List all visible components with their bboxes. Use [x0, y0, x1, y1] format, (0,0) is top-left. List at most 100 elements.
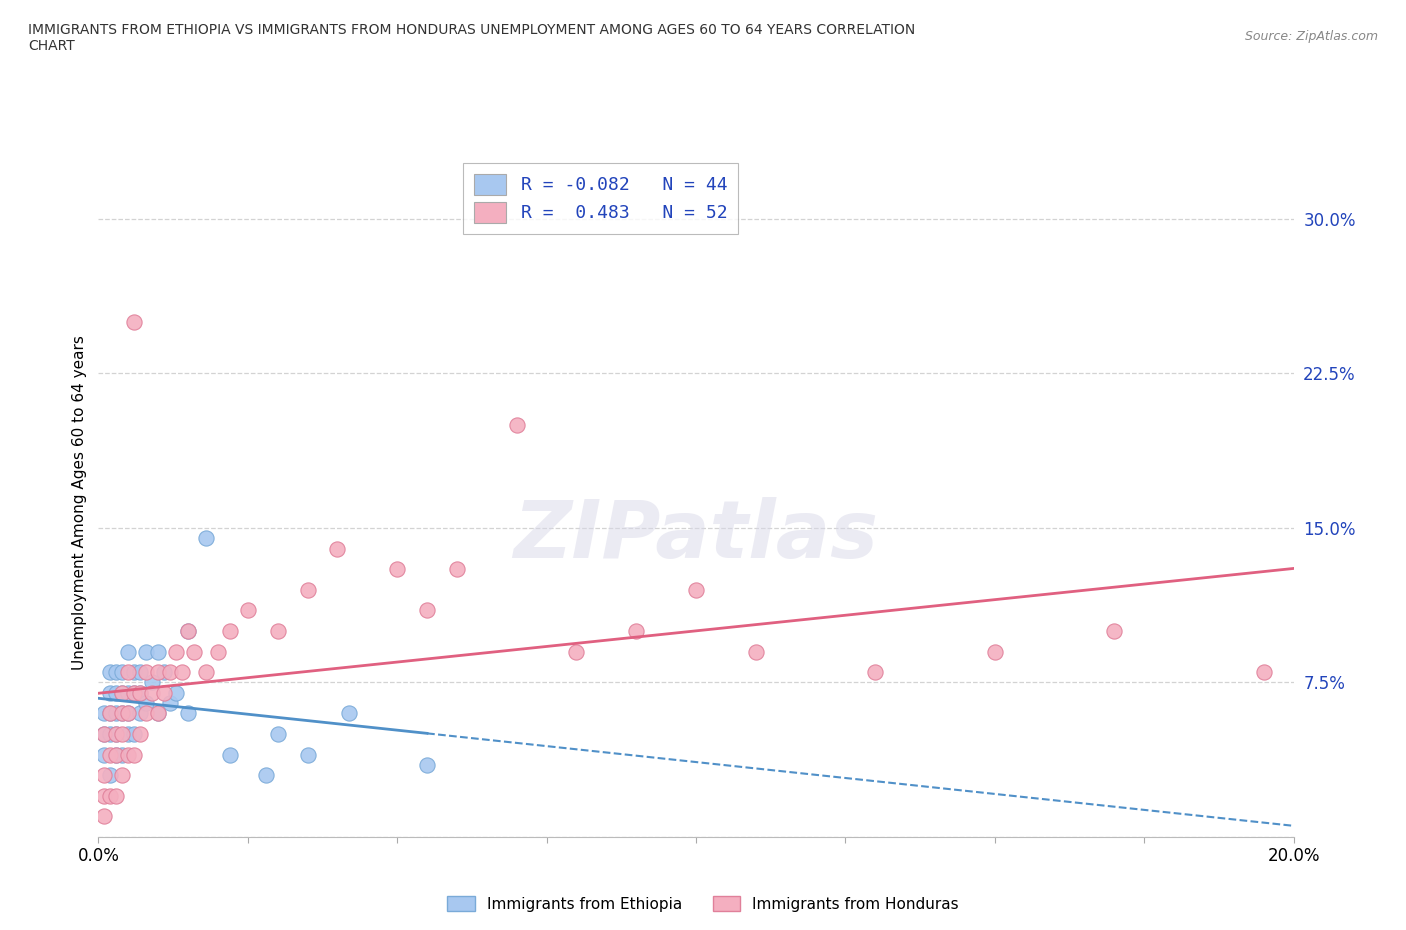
Point: [124, 665, 146, 680]
Point: [267, 726, 290, 741]
Point: [124, 685, 146, 700]
Point: [194, 665, 218, 680]
Point: [98, 726, 122, 741]
Point: [207, 644, 229, 659]
Legend: Immigrants from Ethiopia, Immigrants from Honduras: Immigrants from Ethiopia, Immigrants fro…: [441, 889, 965, 918]
Point: [135, 706, 157, 721]
Point: [111, 747, 134, 762]
Point: [93, 809, 115, 824]
Point: [105, 789, 128, 804]
Point: [124, 314, 146, 329]
Point: [93, 768, 115, 783]
Point: [685, 582, 707, 597]
Point: [98, 789, 122, 804]
Text: Source: ZipAtlas.com: Source: ZipAtlas.com: [1244, 30, 1378, 43]
Point: [98, 747, 122, 762]
Point: [117, 726, 139, 741]
Point: [177, 706, 200, 721]
Point: [148, 665, 170, 680]
Point: [983, 644, 1005, 659]
Point: [129, 706, 152, 721]
Point: [98, 768, 122, 783]
Legend: R = -0.082   N = 44, R =  0.483   N = 52: R = -0.082 N = 44, R = 0.483 N = 52: [463, 163, 738, 233]
Point: [117, 644, 139, 659]
Point: [159, 665, 181, 680]
Point: [105, 706, 128, 721]
Point: [236, 603, 259, 618]
Point: [117, 706, 139, 721]
Point: [105, 685, 128, 700]
Point: [165, 685, 187, 700]
Point: [117, 685, 139, 700]
Point: [111, 665, 134, 680]
Point: [98, 706, 122, 721]
Point: [105, 665, 128, 680]
Point: [148, 706, 170, 721]
Point: [177, 623, 200, 638]
Point: [98, 665, 122, 680]
Point: [506, 418, 529, 432]
Point: [446, 562, 468, 577]
Point: [129, 685, 152, 700]
Point: [254, 768, 277, 783]
Point: [865, 665, 887, 680]
Y-axis label: Unemployment Among Ages 60 to 64 years: Unemployment Among Ages 60 to 64 years: [72, 335, 87, 670]
Point: [98, 706, 122, 721]
Point: [93, 747, 115, 762]
Point: [172, 665, 194, 680]
Point: [117, 747, 139, 762]
Point: [1253, 665, 1275, 680]
Point: [1104, 623, 1126, 638]
Point: [624, 623, 647, 638]
Point: [267, 623, 290, 638]
Point: [416, 757, 439, 772]
Text: ZIPatlas: ZIPatlas: [513, 497, 879, 575]
Point: [297, 582, 319, 597]
Point: [117, 665, 139, 680]
Point: [124, 726, 146, 741]
Point: [135, 665, 157, 680]
Point: [745, 644, 768, 659]
Point: [148, 644, 170, 659]
Point: [93, 706, 115, 721]
Point: [153, 665, 176, 680]
Point: [93, 726, 115, 741]
Point: [141, 685, 163, 700]
Point: [219, 747, 242, 762]
Point: [93, 726, 115, 741]
Point: [111, 726, 134, 741]
Point: [183, 644, 205, 659]
Point: [339, 706, 360, 721]
Point: [159, 696, 181, 711]
Point: [148, 706, 170, 721]
Point: [111, 706, 134, 721]
Point: [124, 685, 146, 700]
Point: [135, 644, 157, 659]
Point: [565, 644, 588, 659]
Point: [135, 696, 157, 711]
Point: [194, 531, 218, 546]
Point: [111, 768, 134, 783]
Point: [165, 644, 187, 659]
Point: [129, 665, 152, 680]
Point: [93, 789, 115, 804]
Point: [98, 685, 122, 700]
Point: [129, 726, 152, 741]
Text: IMMIGRANTS FROM ETHIOPIA VS IMMIGRANTS FROM HONDURAS UNEMPLOYMENT AMONG AGES 60 : IMMIGRANTS FROM ETHIOPIA VS IMMIGRANTS F…: [28, 23, 915, 53]
Point: [105, 726, 128, 741]
Point: [111, 685, 134, 700]
Point: [111, 706, 134, 721]
Point: [416, 603, 439, 618]
Point: [141, 675, 163, 690]
Point: [177, 623, 200, 638]
Point: [297, 747, 319, 762]
Point: [105, 747, 128, 762]
Point: [117, 706, 139, 721]
Point: [129, 685, 152, 700]
Point: [124, 747, 146, 762]
Point: [111, 685, 134, 700]
Point: [105, 726, 128, 741]
Point: [326, 541, 349, 556]
Point: [105, 747, 128, 762]
Point: [153, 685, 176, 700]
